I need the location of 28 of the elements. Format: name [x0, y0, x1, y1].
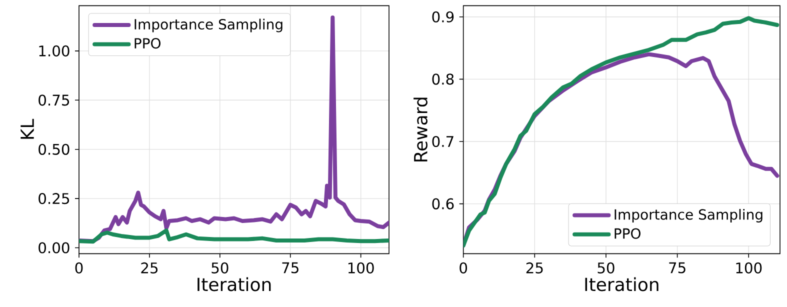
y-axis-title: KL	[20, 118, 34, 139]
x-axis-title: Iteration	[198, 277, 271, 292]
x-tick-label: 0	[460, 262, 468, 274]
y-tick-label: 0.25	[38, 193, 70, 204]
x-tick-label: 50	[598, 262, 614, 274]
x-tick-label: 50	[212, 262, 228, 274]
x-tick-label: 100	[736, 262, 762, 274]
line-series	[79, 15, 390, 244]
legend-label: Importance Sampling	[134, 18, 282, 32]
legend-label: PPO	[614, 228, 640, 239]
legend-label: Importance Sampling	[614, 208, 762, 222]
y-axis-title: Reward	[414, 98, 428, 162]
y-tick-label: 0.7	[432, 136, 454, 148]
y-tick-label: 0.00	[38, 242, 70, 254]
x-tick-label: 25	[141, 262, 158, 274]
y-tick-label: 0.50	[38, 144, 70, 155]
x-tick-label: 75	[669, 262, 686, 274]
x-tick-label: 25	[526, 262, 543, 274]
y-tick-label: 1.00	[39, 45, 70, 56]
x-tick-label: 75	[282, 262, 298, 274]
y-tick-label: 0.8	[432, 74, 454, 85]
legend-label: PPO	[134, 38, 160, 49]
y-tick-label: 0.75	[38, 94, 70, 106]
y-tick-label: 0.9	[432, 11, 454, 22]
x-axis-title: Iteration	[585, 277, 658, 292]
x-tick-label: 0	[75, 262, 83, 274]
x-tick-label: 100	[348, 262, 374, 274]
y-tick-label: 0.6	[432, 198, 454, 210]
